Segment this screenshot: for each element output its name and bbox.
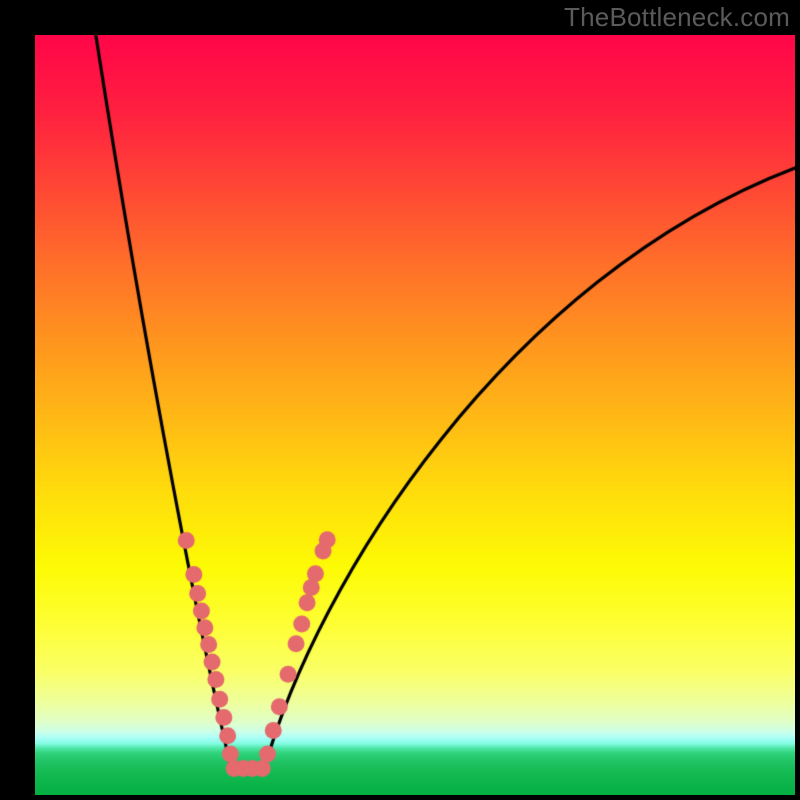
- watermark-text: TheBottleneck.com: [564, 2, 790, 33]
- bottleneck-curve-plot: [35, 35, 795, 795]
- chart-stage: TheBottleneck.com: [0, 0, 800, 800]
